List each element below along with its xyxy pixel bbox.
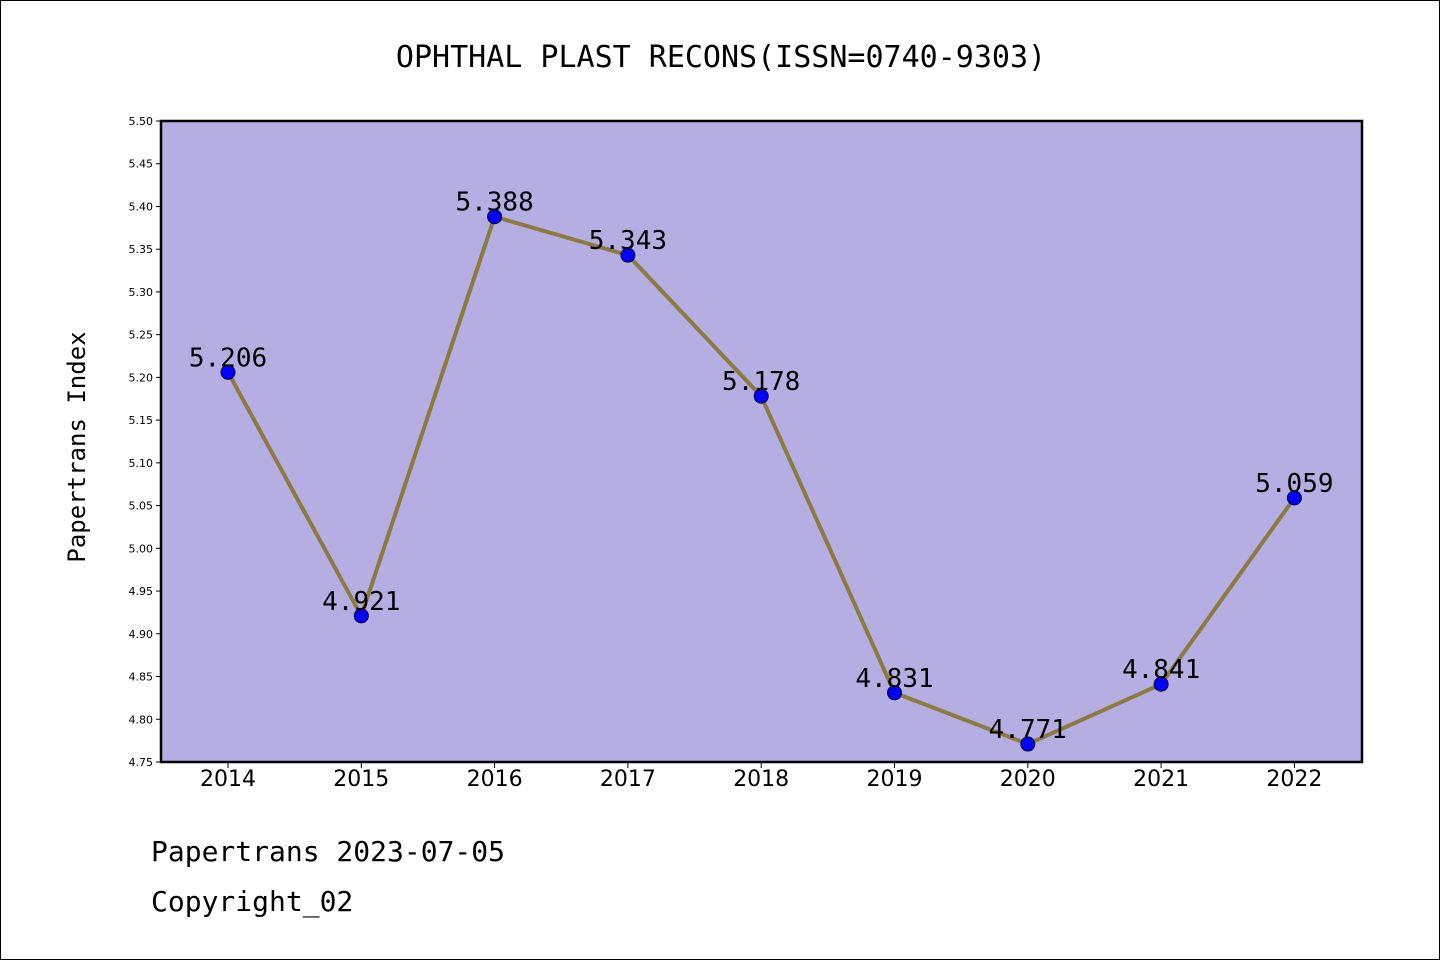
x-tick-label: 2018 [733,767,789,792]
x-tick-label: 2015 [333,767,389,792]
chart-title: OPHTHAL PLAST RECONS(ISSN=0740-9303) [396,40,1046,75]
footer-date: Papertrans 2023-07-05 [151,835,506,868]
data-label: 4.831 [855,664,933,694]
data-label: 5.178 [722,367,800,397]
x-axis: 2014 2015 2016 2017 2018 2019 2020 2021 2022 [200,762,1322,792]
y-tick-label: 5.45 [129,158,154,171]
data-point [1020,736,1036,752]
y-tick-label: 5.00 [129,542,154,555]
x-tick-label: 2019 [867,767,923,792]
y-tick-label: 5.20 [129,371,154,384]
y-tick-label: 5.15 [129,414,154,427]
data-label: 4.771 [989,715,1067,745]
y-tick-label: 5.30 [129,286,154,299]
data-point [887,685,902,701]
y-tick-label: 5.05 [129,500,154,513]
data-label: 5.206 [189,343,267,373]
x-tick-label: 2016 [467,767,523,792]
data-point [487,209,503,225]
data-label: 4.841 [1122,655,1200,685]
y-tick-label: 4.80 [129,713,154,726]
y-tick-label: 4.85 [129,671,154,684]
y-tick-label: 5.50 [129,115,154,128]
y-tick-label: 4.95 [129,585,154,598]
x-tick-label: 2014 [200,767,256,792]
data-point [753,388,769,404]
y-tick-label: 4.90 [129,628,154,641]
data-point [220,364,236,380]
data-label: 4.921 [322,587,400,617]
y-tick-label: 5.40 [129,200,154,213]
data-label: 5.343 [589,226,667,256]
y-tick-label: 5.10 [129,457,154,470]
x-tick-label: 2017 [600,767,656,792]
x-tick-label: 2020 [1000,767,1056,792]
y-tick-label: 5.35 [129,243,154,256]
data-label: 5.388 [455,188,533,218]
series-line-group [220,209,1302,752]
data-point [353,608,369,624]
data-point [620,247,636,263]
y-tick-label: 4.75 [129,756,154,769]
data-point [1286,490,1302,506]
data-label: 5.059 [1255,469,1333,499]
data-point [1153,676,1169,692]
y-axis-label: Papertrans Index [63,331,91,562]
plot-area [159,119,1364,764]
x-tick-label: 2022 [1266,767,1322,792]
y-tick-label: 5.25 [129,329,154,342]
footer-copyright: Copyright_02 [151,885,354,918]
data-labels-group: 5.206 4.921 5.388 5.343 5.178 4.831 4.771 4.841… [189,188,1334,745]
y-axis: 4.75 4.80 4.85 4.90 4.95 5.00 5.05 5.10 5.15 5.20… [129,115,161,769]
x-tick-label: 2021 [1133,767,1189,792]
